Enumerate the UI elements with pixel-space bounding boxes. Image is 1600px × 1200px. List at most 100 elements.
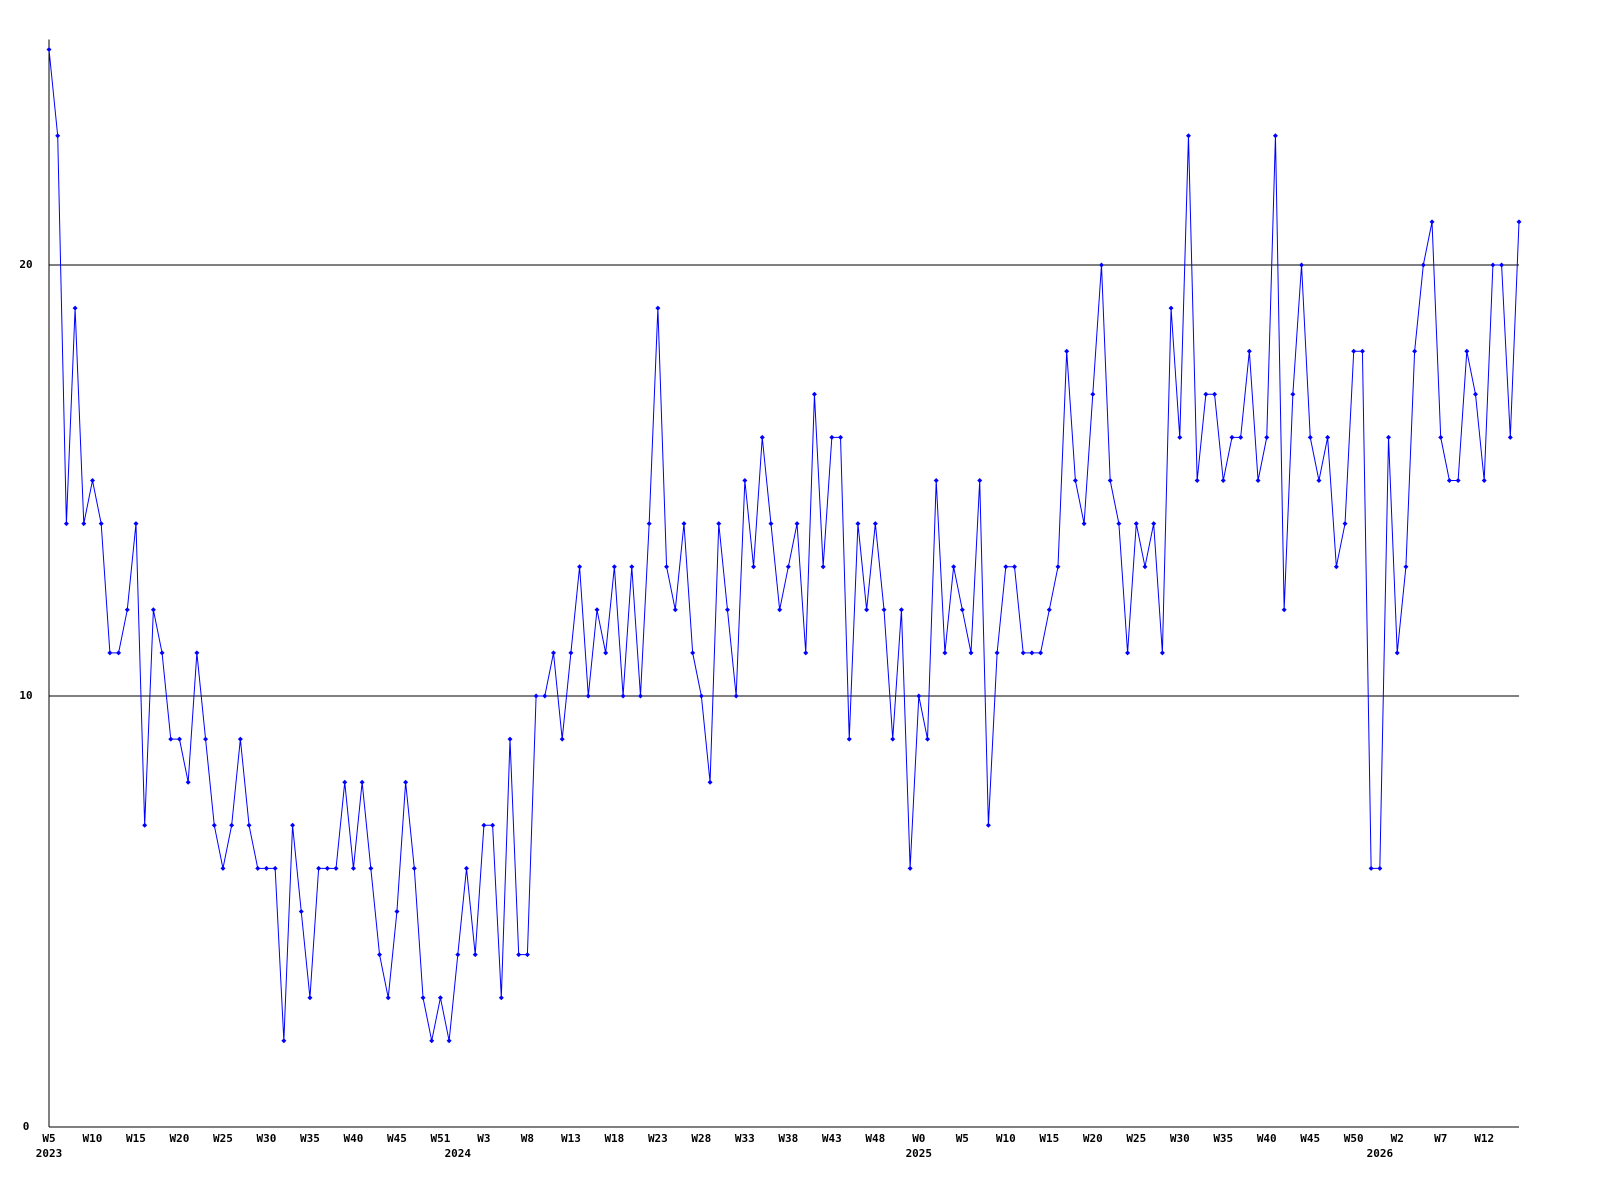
x-tick-label: W30 [257, 1132, 277, 1145]
data-point [1499, 262, 1505, 268]
data-point [1368, 865, 1374, 871]
data-point [620, 693, 626, 699]
data-point [1133, 521, 1139, 527]
x-tick-label: W38 [778, 1132, 798, 1145]
data-point [220, 865, 226, 871]
data-point [1394, 650, 1400, 656]
data-point [1403, 564, 1409, 570]
data-point [664, 564, 670, 570]
data-point [968, 650, 974, 656]
data-point [829, 434, 835, 440]
data-point [1168, 305, 1174, 311]
data-point [864, 607, 870, 613]
data-point [977, 478, 983, 483]
data-point [1003, 564, 1009, 570]
data-point [1194, 478, 1200, 483]
data-point [1142, 564, 1148, 570]
data-point [403, 779, 409, 785]
data-point [1090, 391, 1096, 397]
data-point [116, 650, 122, 656]
data-point [1377, 865, 1383, 871]
data-point [98, 521, 104, 527]
data-point [1238, 434, 1244, 440]
data-point [324, 865, 330, 871]
x-tick-label: W35 [1213, 1132, 1233, 1145]
y-tick-label: 10 [19, 689, 32, 702]
data-point [1107, 478, 1113, 483]
data-point [1325, 434, 1331, 440]
data-point [1307, 434, 1313, 440]
data-point [1203, 391, 1209, 397]
data-point [420, 995, 426, 1001]
data-point [194, 650, 200, 656]
data-point [1386, 434, 1392, 440]
data-point [81, 521, 87, 527]
data-point [298, 909, 304, 914]
x-tick-label: W0 [912, 1132, 925, 1145]
data-point [577, 564, 583, 570]
x-tick-label: W10 [83, 1132, 103, 1145]
data-point [759, 434, 765, 440]
data-point [1020, 650, 1026, 656]
data-point [1255, 478, 1261, 483]
data-point [316, 865, 322, 871]
data-point [185, 779, 191, 785]
data-point [1220, 478, 1226, 483]
data-point [342, 779, 348, 785]
data-point [898, 607, 904, 613]
data-point [655, 305, 661, 311]
x-tick-label: W43 [822, 1132, 842, 1145]
x-tick-label: W10 [996, 1132, 1016, 1145]
x-tick-label: W50 [1344, 1132, 1364, 1145]
x-tick-label: W25 [213, 1132, 233, 1145]
data-point [142, 822, 148, 828]
data-point [455, 952, 461, 958]
data-point [568, 650, 574, 656]
data-point [690, 650, 696, 656]
data-point [272, 865, 278, 871]
data-point [524, 952, 530, 958]
y-tick-label: 0 [23, 1120, 30, 1133]
data-point [724, 607, 730, 613]
data-point [1429, 219, 1435, 225]
data-point [933, 478, 939, 483]
data-point [1038, 650, 1044, 656]
data-point [107, 650, 113, 656]
data-point [1455, 478, 1461, 483]
data-point [794, 521, 800, 527]
x-tick-label: W40 [1257, 1132, 1277, 1145]
data-point [1098, 262, 1104, 268]
data-point [1281, 607, 1287, 613]
x-tick-label: W40 [344, 1132, 364, 1145]
data-point [394, 909, 400, 914]
data-point [1490, 262, 1496, 268]
data-point [925, 736, 931, 742]
data-point [855, 521, 861, 527]
data-point [307, 995, 313, 1001]
data-point [646, 521, 652, 527]
x-tick-label: W25 [1126, 1132, 1146, 1145]
x-tick-label: W3 [477, 1132, 490, 1145]
x-tick-label: W7 [1434, 1132, 1447, 1145]
data-point [281, 1038, 287, 1044]
x-tick-label: W28 [691, 1132, 711, 1145]
y-tick-label: 20 [19, 258, 32, 271]
x-tick-label: W35 [300, 1132, 320, 1145]
data-point [168, 736, 174, 742]
data-point [133, 521, 139, 527]
data-point [1438, 434, 1444, 440]
data-point [716, 521, 722, 527]
data-point [1229, 434, 1235, 440]
x-tick-label: W20 [1083, 1132, 1103, 1145]
data-point [629, 564, 635, 570]
data-point [63, 521, 69, 527]
data-point [481, 822, 487, 828]
data-point [472, 952, 478, 958]
x-tick-label: W13 [561, 1132, 581, 1145]
data-point [994, 650, 1000, 656]
data-point [124, 607, 130, 613]
data-point [263, 865, 269, 871]
data-point [594, 607, 600, 613]
data-point [72, 305, 78, 311]
